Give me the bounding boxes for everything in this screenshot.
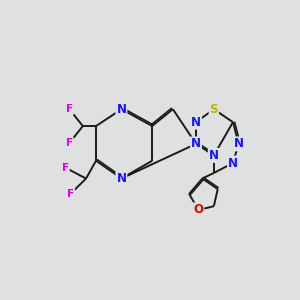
Text: O: O bbox=[193, 203, 203, 216]
Text: F: F bbox=[62, 163, 69, 173]
Text: N: N bbox=[209, 149, 219, 162]
Text: S: S bbox=[210, 103, 218, 116]
Text: F: F bbox=[66, 104, 73, 114]
Text: F: F bbox=[66, 138, 73, 148]
Text: N: N bbox=[233, 137, 244, 150]
Text: N: N bbox=[228, 157, 238, 169]
Text: F: F bbox=[67, 189, 74, 199]
Text: N: N bbox=[116, 172, 126, 185]
Text: N: N bbox=[191, 137, 201, 150]
Text: N: N bbox=[116, 103, 126, 116]
Text: N: N bbox=[191, 116, 201, 129]
